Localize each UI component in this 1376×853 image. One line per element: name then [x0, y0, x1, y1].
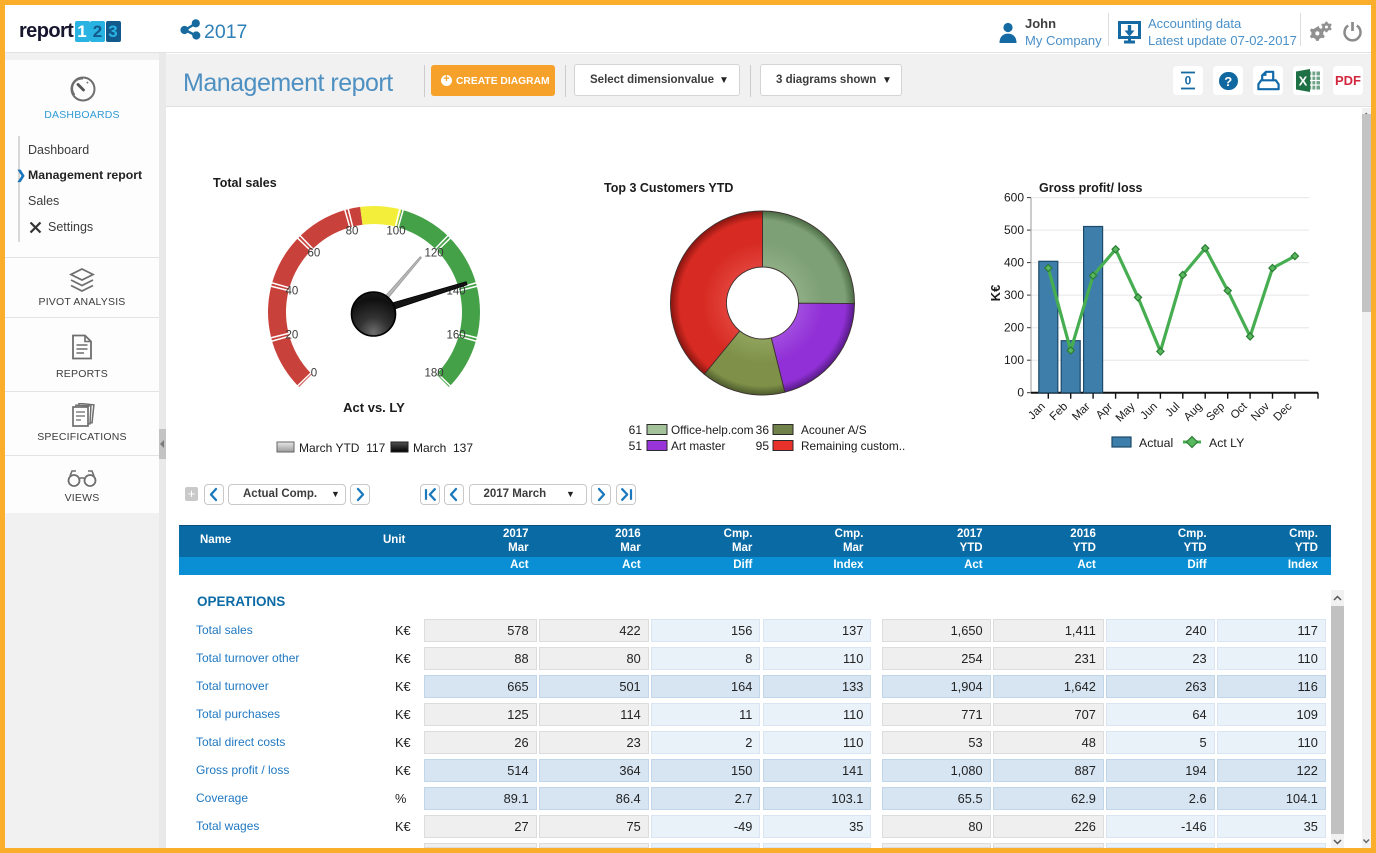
svg-text:Jan: Jan [1026, 401, 1048, 423]
svg-text:95: 95 [756, 439, 770, 453]
svg-text:400: 400 [1004, 256, 1024, 270]
svg-text:K€: K€ [988, 285, 1003, 302]
svg-text:March 137: March 137 [413, 441, 473, 455]
svg-text:X: X [1299, 74, 1308, 89]
svg-text:Sep: Sep [1204, 401, 1227, 424]
svg-text:200: 200 [1004, 321, 1024, 335]
svg-text:60: 60 [308, 247, 321, 259]
svg-text:May: May [1114, 400, 1138, 424]
svg-text:0: 0 [311, 368, 317, 380]
svg-text:Jul: Jul [1164, 401, 1183, 420]
svg-text:61: 61 [629, 423, 643, 437]
svg-text:300: 300 [1004, 288, 1024, 302]
svg-text:Remaining custom..: Remaining custom.. [801, 439, 905, 453]
svg-text:Top 3 Customers YTD: Top 3 Customers YTD [604, 181, 733, 195]
svg-text:0: 0 [1185, 74, 1192, 88]
svg-text:Oct: Oct [1229, 400, 1251, 422]
svg-text:Act LY: Act LY [1209, 436, 1244, 450]
svg-text:80: 80 [346, 225, 359, 237]
svg-text:500: 500 [1004, 223, 1024, 237]
svg-text:Office-help.com: Office-help.com [671, 423, 754, 437]
svg-text:Act vs. LY: Act vs. LY [343, 400, 405, 415]
svg-text:Mar: Mar [1070, 401, 1093, 424]
svg-text:Gross profit/ loss: Gross profit/ loss [1039, 181, 1143, 195]
svg-text:Jun: Jun [1138, 401, 1160, 423]
svg-text:Feb: Feb [1048, 401, 1071, 424]
svg-text:180: 180 [425, 368, 444, 380]
svg-text:51: 51 [629, 439, 643, 453]
svg-text:Aug: Aug [1182, 401, 1205, 424]
svg-text:March YTD 117: March YTD 117 [299, 441, 386, 455]
svg-text:Nov: Nov [1249, 400, 1272, 423]
svg-text:0: 0 [1017, 386, 1024, 400]
svg-text:600: 600 [1004, 191, 1024, 205]
svg-text:100: 100 [1004, 353, 1024, 367]
svg-text:36: 36 [756, 423, 770, 437]
svg-text:Acouner A/S: Acouner A/S [801, 423, 867, 437]
svg-text:Apr: Apr [1094, 401, 1115, 422]
svg-text:100: 100 [386, 225, 405, 237]
svg-text:Dec: Dec [1272, 400, 1295, 423]
svg-text:Actual: Actual [1139, 436, 1173, 450]
svg-text:20: 20 [286, 330, 299, 342]
svg-text:Art master: Art master [671, 439, 725, 453]
svg-text:40: 40 [286, 286, 299, 298]
svg-text:120: 120 [425, 247, 444, 259]
svg-text:Total sales: Total sales [213, 176, 277, 190]
svg-text:160: 160 [447, 330, 466, 342]
